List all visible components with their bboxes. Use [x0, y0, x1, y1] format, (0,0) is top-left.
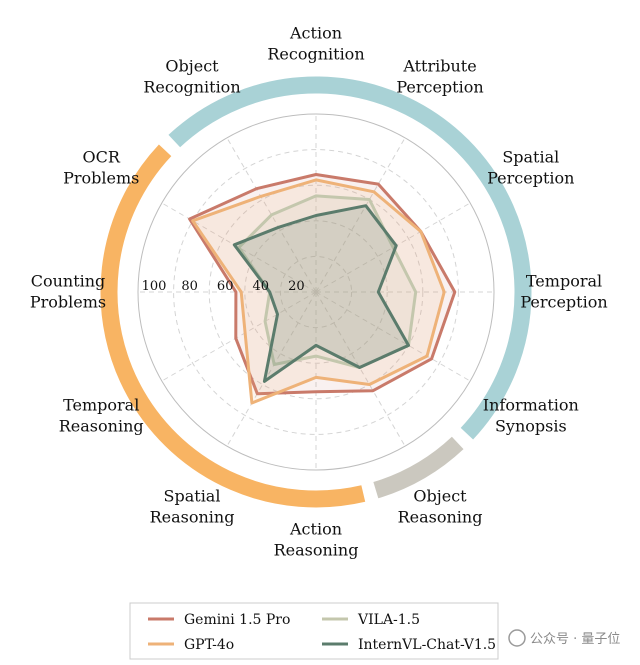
category-label: Attribute Perception	[396, 57, 483, 97]
category-label: Object Recognition	[143, 57, 240, 97]
legend-label: GPT-4o	[184, 637, 234, 653]
grid-ring-80	[173, 149, 459, 435]
group-arc-0	[168, 76, 532, 440]
watermark: 公众号 · 量子位	[508, 629, 620, 647]
grid-spoke	[315, 137, 406, 293]
radial-tick-labels: 20 40 60 80 100	[142, 279, 305, 294]
radial-tick-label: 40	[253, 279, 270, 294]
radial-tick-label: 80	[181, 279, 198, 294]
series-vila-1-5	[237, 194, 418, 369]
radial-tick-label: 100	[142, 279, 167, 294]
group-arc-2	[100, 144, 366, 508]
grid-ring-100	[137, 113, 495, 471]
grid-spoke	[315, 202, 471, 293]
legend-label: VILA-1.5	[357, 612, 420, 628]
group-arcs	[100, 76, 532, 508]
legend-frame	[129, 602, 499, 660]
category-label: Counting Problems	[30, 272, 106, 312]
grid-ring-40	[244, 220, 388, 364]
grid-spoke	[315, 291, 406, 447]
grid-ring-20	[279, 255, 353, 329]
wechat-icon	[508, 629, 526, 647]
radar-grid	[137, 113, 495, 471]
category-label: Information Synopsis	[483, 396, 579, 436]
category-label: OCR Problems	[63, 148, 139, 188]
legend-label: InternVL-Chat-V1.5	[358, 637, 496, 653]
grid-spoke	[315, 291, 471, 382]
category-label: Spatial Perception	[487, 148, 574, 188]
category-label: Action Reasoning	[274, 520, 359, 560]
watermark-text: 公众号 · 量子位	[530, 632, 620, 647]
grid-spoke	[161, 291, 317, 382]
series-internvl-chat-v1-5	[232, 204, 410, 383]
category-label: Action Recognition	[267, 24, 364, 64]
grid-spoke	[226, 137, 317, 293]
grid-ring-60	[208, 184, 424, 400]
group-arc-1	[373, 436, 464, 499]
grid-spoke	[161, 202, 317, 293]
category-label: Temporal Perception	[520, 272, 607, 312]
category-label: Spatial Reasoning	[150, 486, 235, 526]
grid-spoke	[226, 291, 317, 447]
radial-tick-label: 60	[217, 279, 234, 294]
legend: Gemini 1.5 Pro GPT-4o VILA-1.5 InternVL-Cha…	[129, 602, 499, 660]
category-label: Temporal Reasoning	[59, 396, 144, 436]
radial-tick-label: 20	[288, 279, 305, 294]
category-label: Object Reasoning	[398, 486, 483, 526]
radar-series	[188, 173, 457, 405]
category-labels: Action Recognition Attribute Perception Spat…	[30, 24, 608, 560]
legend-label: Gemini 1.5 Pro	[184, 612, 290, 628]
